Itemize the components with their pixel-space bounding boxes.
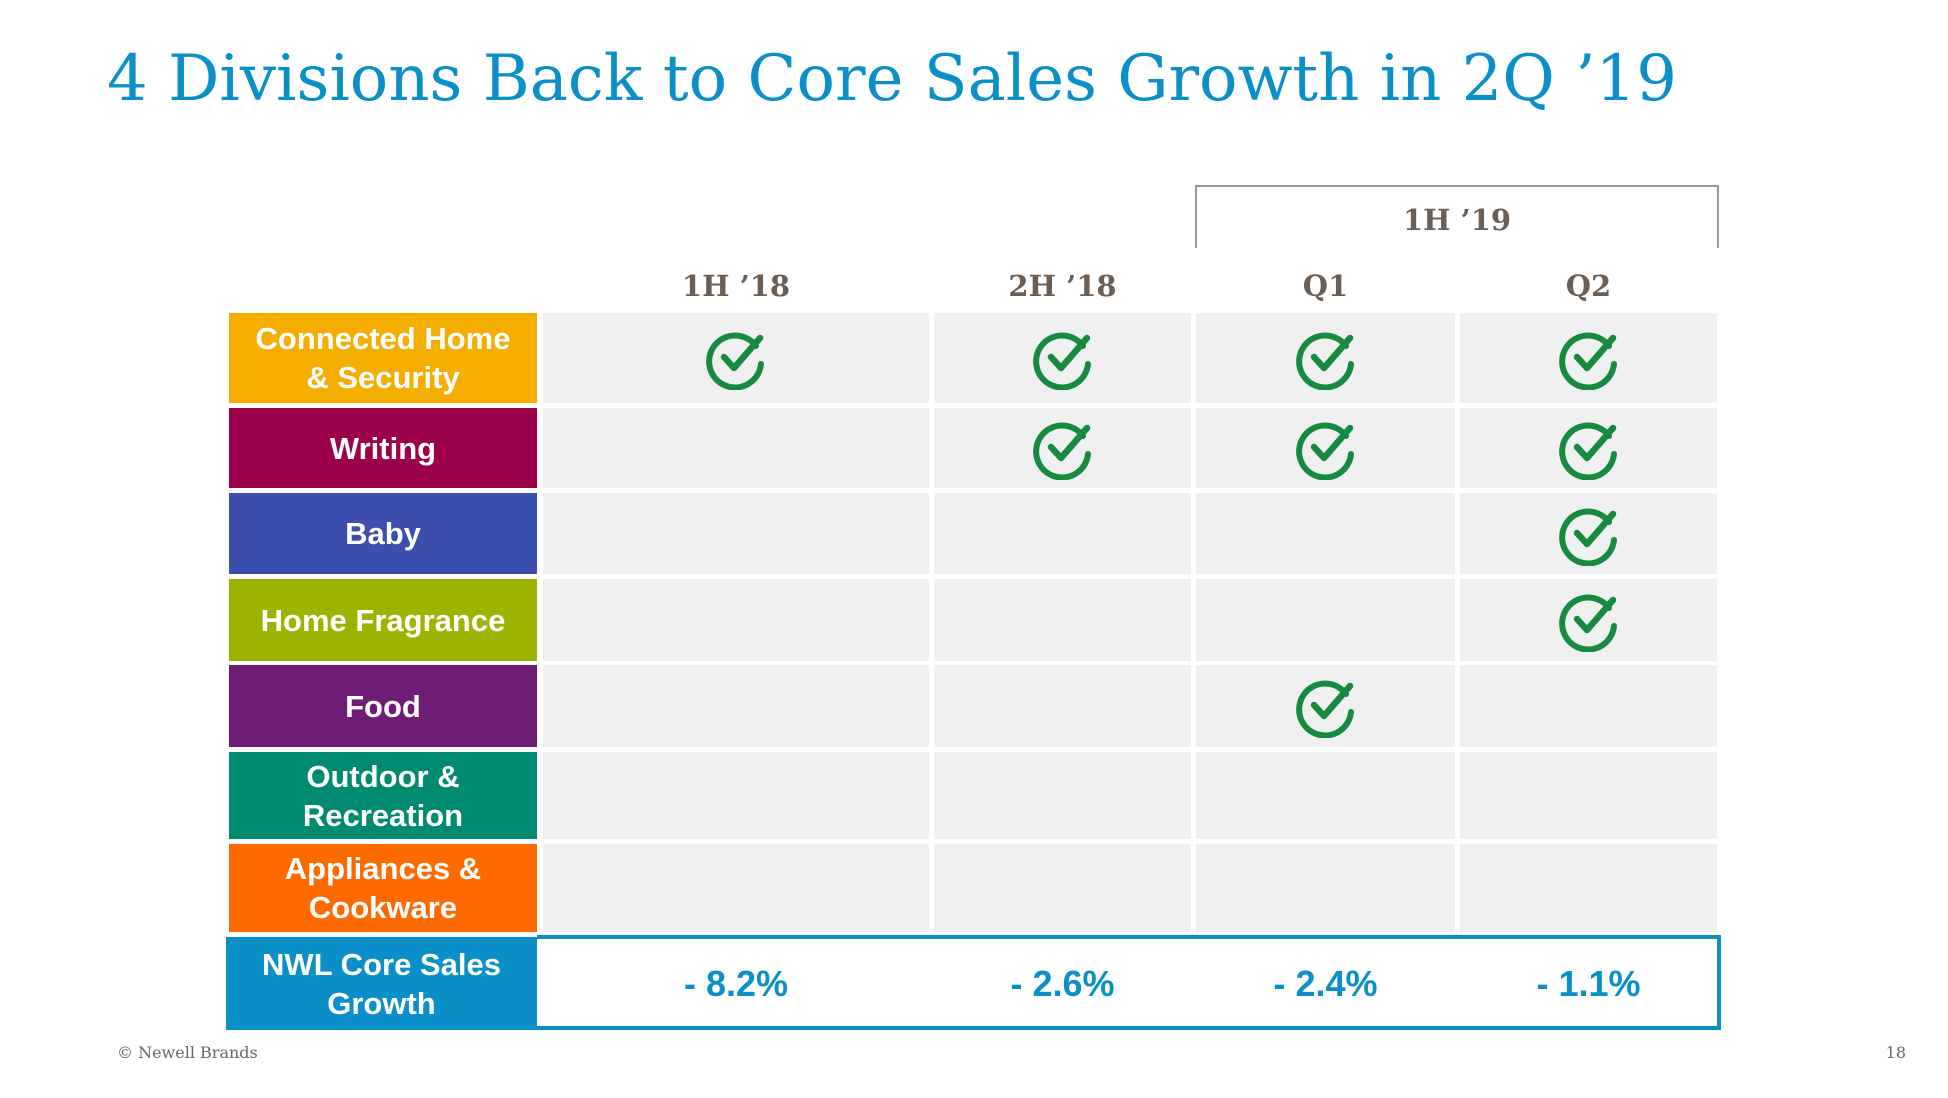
cell — [543, 493, 929, 574]
group-bracket — [1195, 185, 1719, 248]
cell — [1196, 665, 1455, 747]
row-label: Appliances & Cookware — [229, 844, 537, 932]
cell — [1460, 752, 1717, 839]
row-label: Connected Home & Security — [229, 313, 537, 403]
growth-value: - 2.4% — [1273, 962, 1378, 1004]
cell — [934, 579, 1191, 661]
cell — [543, 844, 929, 932]
check-icon — [1295, 332, 1354, 390]
check-icon — [1558, 594, 1617, 652]
cell — [543, 313, 929, 403]
cell — [934, 408, 1191, 488]
cell — [1196, 493, 1455, 574]
cell — [1196, 408, 1455, 488]
title: 4 Divisions Back to Core Sales Growth in… — [107, 42, 1677, 116]
cell — [934, 313, 1191, 403]
cell — [1196, 752, 1455, 839]
cell — [1460, 313, 1717, 403]
total-label: NWL Core Sales Growth — [226, 937, 537, 1030]
column-header: 1H ’18 — [681, 269, 791, 303]
column-header: 2H ’18 — [1008, 269, 1117, 303]
total-box — [537, 935, 1721, 1030]
cell — [1196, 579, 1455, 661]
check-icon — [1558, 332, 1617, 390]
cell — [1460, 493, 1717, 574]
cell — [934, 493, 1191, 574]
growth-value: - 8.2% — [683, 962, 789, 1004]
check-icon — [1558, 508, 1617, 566]
check-icon — [1295, 680, 1354, 738]
row-label: Writing — [229, 408, 537, 488]
growth-value: - 2.6% — [1010, 962, 1115, 1004]
row-label: Baby — [229, 493, 537, 574]
check-icon — [1032, 422, 1091, 480]
cell — [543, 752, 929, 839]
cell — [934, 665, 1191, 747]
group-header: 1H ’19 — [1402, 203, 1512, 237]
cell — [543, 665, 929, 747]
row-label: Home Fragrance — [229, 579, 537, 661]
column-header: Q2 — [1565, 269, 1612, 303]
cell — [1196, 313, 1455, 403]
cell — [934, 844, 1191, 932]
row-label: Food — [229, 665, 537, 747]
page-number: 18 — [1885, 1043, 1906, 1062]
cell — [1196, 844, 1455, 932]
cell — [1460, 844, 1717, 932]
cell — [543, 579, 929, 661]
check-icon — [706, 332, 764, 390]
cell — [934, 752, 1191, 839]
growth-value: - 1.1% — [1536, 962, 1641, 1004]
check-icon — [1558, 422, 1617, 480]
row-label: Outdoor & Recreation — [229, 752, 537, 839]
cell — [1460, 665, 1717, 747]
cell — [1460, 579, 1717, 661]
copyright: © Newell Brands — [117, 1043, 258, 1062]
cell — [1460, 408, 1717, 488]
check-icon — [1295, 422, 1354, 480]
cell — [543, 408, 929, 488]
check-icon — [1032, 332, 1091, 390]
column-header: Q1 — [1302, 269, 1349, 303]
